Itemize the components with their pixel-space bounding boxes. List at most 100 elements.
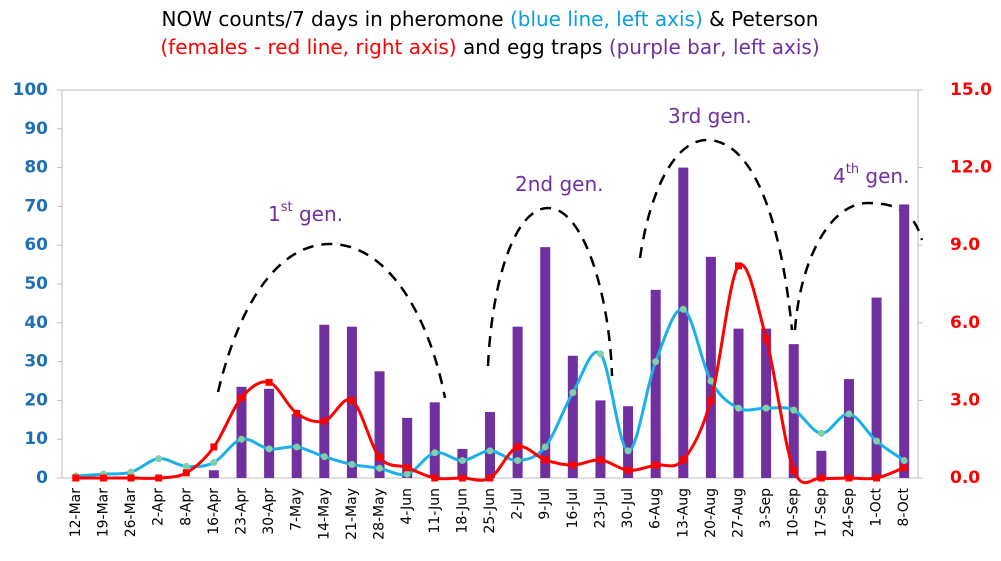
x-tick-label: 16-Jul [565,488,581,529]
marker [72,474,80,482]
x-tick-label: 21-May [344,488,360,540]
y-tick-label: 20 [24,390,48,410]
marker [790,466,798,474]
x-tick-label: 13-Aug [675,488,691,538]
marker [679,305,687,313]
marker [182,469,190,477]
marker [845,410,853,418]
annotation-sup: st [281,200,293,215]
x-tick-label: 2-Apr [151,488,167,526]
y-tick-label: 10 [24,429,48,449]
title-segment: (females - red line, right axis) [160,35,456,59]
gen-arc [216,242,447,399]
y-tick-label: 0 [36,468,48,488]
x-tick-label: 26-Mar [123,488,139,538]
y-tick-label: 90 [24,119,48,139]
marker [348,460,356,468]
annotation-rest: gen. [859,164,909,188]
marker [376,453,384,461]
bar [319,324,330,478]
chart-title: NOW counts/7 days in pheromone (blue lin… [162,7,819,31]
marker [376,464,384,472]
marker [431,449,439,457]
bar [678,167,689,478]
marker [458,474,466,482]
marker [210,443,218,451]
bar [567,355,578,478]
bar [871,297,882,478]
y-tick-label: 100 [13,80,49,100]
annotation: 1st gen. [268,200,343,226]
marker [735,404,743,412]
x-tick-label: 7-May [289,488,305,531]
annotation: 3rd gen. [668,104,752,128]
marker [652,358,660,366]
marker [486,447,494,455]
x-tick-label: 30-Jul [620,488,636,529]
marker [514,443,522,451]
gen-arc [638,138,794,331]
marker [458,457,466,465]
marker [679,456,687,464]
y2-tick-label: 3.0 [950,390,980,410]
x-tick-label: 17-Sep [813,488,829,537]
y-tick-label: 60 [24,235,48,255]
bar [402,417,413,478]
marker [320,417,328,425]
y2-tick-label: 12.0 [950,158,992,178]
x-tick-label: 1-Oct [869,487,885,526]
bar [374,371,385,478]
x-tick-label: 18-Jun [454,488,470,534]
title-segment: & Peterson [703,7,819,31]
marker [596,350,604,358]
marker [237,394,245,402]
marker [652,461,660,469]
x-tick-label: 8-Oct [896,487,912,526]
bar [264,388,275,478]
bar [623,406,634,478]
marker [127,474,135,482]
marker [155,474,163,482]
marker [762,334,770,342]
x-tick-label: 24-Sep [841,488,857,537]
marker [265,445,273,453]
annotation: 2nd gen. [515,172,604,196]
bar [429,402,440,478]
marker [541,443,549,451]
x-tick-label: 23-Apr [233,488,249,535]
marker [873,437,881,445]
marker [182,462,190,470]
marker [845,474,853,482]
chart-title: (females - red line, right axis) and egg… [160,35,819,59]
bar [843,379,854,478]
marker [624,466,632,474]
marker [293,409,301,417]
x-tick-label: 28-May [372,488,388,540]
marker [431,474,439,482]
title-segment: (purple bar, left axis) [609,35,820,59]
marker [265,378,273,386]
marker [210,458,218,466]
annotation-sup: th [846,162,859,177]
bar [899,204,910,478]
marker [735,262,743,270]
x-tick-label: 30-Apr [261,488,277,535]
marker [569,461,577,469]
annotation: 4th gen. [833,162,909,188]
bar [705,256,716,478]
y2-tick-label: 9.0 [950,235,980,255]
x-tick-label: 11-Jun [427,488,443,534]
annotation-text: 3rd gen. [668,104,752,128]
x-tick-label: 3-Sep [758,488,774,528]
x-tick-label: 25-Jun [482,488,498,534]
marker [348,396,356,404]
x-tick-label: 2-Jul [510,488,526,520]
y2-tick-label: 15.0 [950,80,992,100]
y-tick-label: 70 [24,196,48,216]
annotation-rest: gen. [293,202,343,226]
marker [707,377,715,385]
gen-arc [486,206,614,377]
bar [485,412,495,478]
annotation-text: 4 [833,164,846,188]
y2-tick-label: 6.0 [950,313,980,333]
